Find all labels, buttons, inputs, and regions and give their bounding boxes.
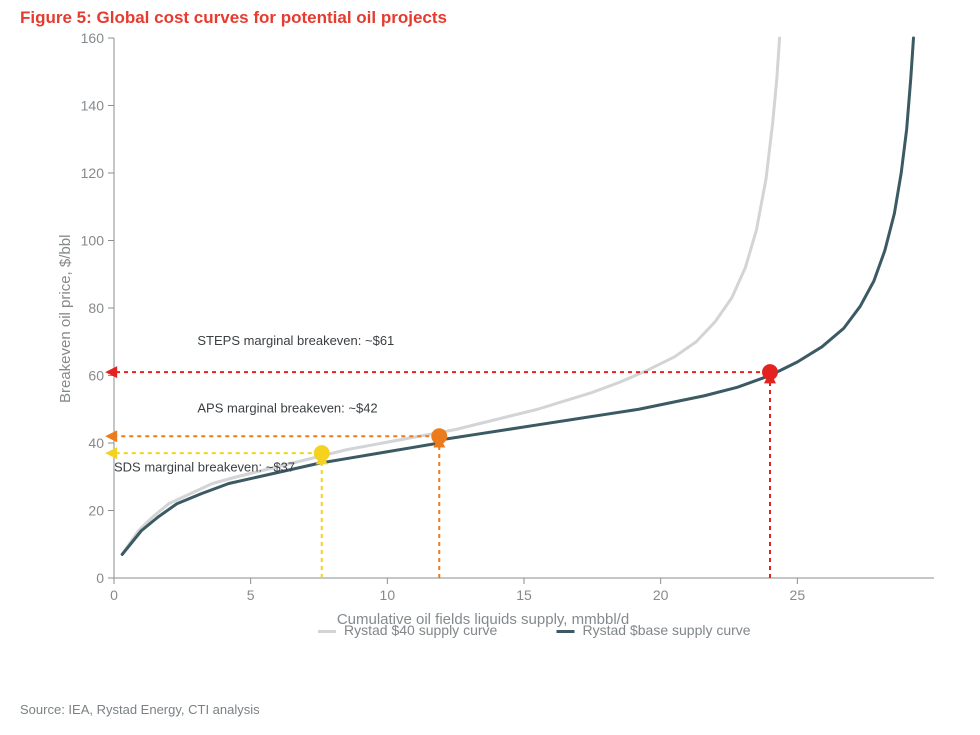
- x-tick-label: 5: [247, 587, 255, 603]
- annotation-label: STEPS marginal breakeven: ~$61: [197, 333, 394, 348]
- y-tick-label: 100: [81, 233, 105, 249]
- annotation-label: SDS marginal breakeven: ~$37: [114, 460, 295, 475]
- figure-container: Figure 5: Global cost curves for potenti…: [0, 0, 980, 735]
- annotation-marker: [762, 364, 778, 380]
- figure-title: Figure 5: Global cost curves for potenti…: [20, 8, 447, 28]
- y-tick-label: 40: [88, 435, 104, 451]
- y-axis-label: Breakeven oil price, $/bbl: [57, 235, 74, 403]
- x-tick-label: 10: [380, 587, 396, 603]
- y-tick-label: 60: [88, 368, 104, 384]
- y-tick-label: 120: [81, 165, 105, 181]
- legend-label: Rystad $40 supply curve: [344, 622, 498, 638]
- annotation-label: APS marginal breakeven: ~$42: [197, 401, 377, 416]
- annotation-marker: [314, 445, 330, 461]
- legend-label: Rystad $base supply curve: [583, 622, 751, 638]
- y-tick-label: 0: [96, 570, 104, 586]
- x-tick-label: 15: [516, 587, 532, 603]
- source-note: Source: IEA, Rystad Energy, CTI analysis: [20, 702, 260, 717]
- annotation-marker: [431, 428, 447, 444]
- chart: 0204060801001201401600510152025Cumulativ…: [52, 32, 954, 672]
- y-tick-label: 20: [88, 503, 104, 519]
- y-tick-label: 160: [81, 32, 105, 46]
- x-tick-label: 20: [653, 587, 669, 603]
- y-tick-label: 80: [88, 300, 104, 316]
- x-tick-label: 25: [790, 587, 806, 603]
- legend-swatch: [318, 630, 336, 633]
- y-tick-label: 140: [81, 98, 105, 114]
- legend-swatch: [557, 630, 575, 633]
- x-tick-label: 0: [110, 587, 118, 603]
- series-rystad-40: [122, 38, 779, 554]
